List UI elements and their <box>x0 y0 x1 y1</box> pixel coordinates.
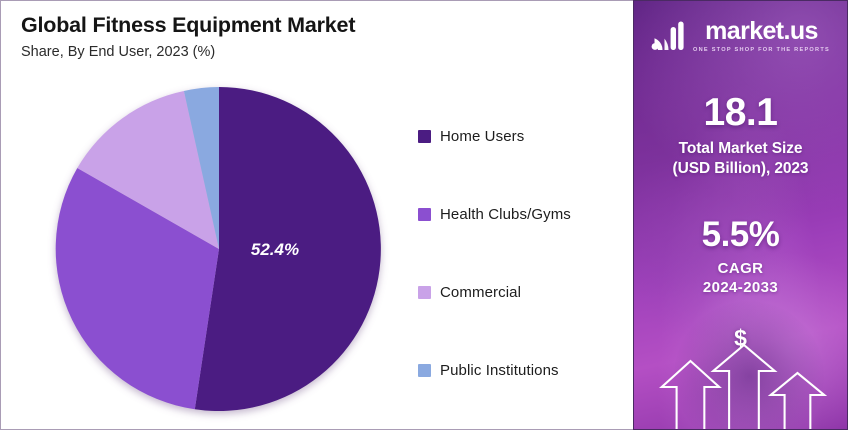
chart-card: Global Fitness Equipment Market Share, B… <box>0 0 633 430</box>
pie-slice-label-home-users: 52.4% <box>251 240 299 259</box>
branding-panel: market.us ONE STOP SHOP FOR THE REPORTS … <box>633 0 848 430</box>
pie-chart: 52.4% <box>39 75 399 423</box>
stat-market-size: 18.1 Total Market Size (USD Billion), 20… <box>634 93 847 179</box>
brand-logo-text: market.us ONE STOP SHOP FOR THE REPORTS <box>693 17 830 54</box>
growth-arrows-icon <box>659 343 828 429</box>
legend-item-public-institutions[interactable]: Public Institutions <box>418 331 628 409</box>
page-title: Global Fitness Equipment Market <box>21 13 356 37</box>
brand-logo[interactable]: market.us ONE STOP SHOP FOR THE REPORTS <box>634 19 847 53</box>
arrow-right-icon <box>767 371 828 429</box>
stat-cagr-label: CAGR <box>717 260 764 277</box>
dollar-sign-icon: $ <box>734 325 747 351</box>
pie-slice-commercial <box>77 91 219 249</box>
legend-label: Home Users <box>440 127 525 145</box>
chart-subtitle: Share, By End User, 2023 (%) <box>21 43 216 60</box>
legend-swatch-icon <box>418 129 431 143</box>
arrow-left-icon <box>659 359 722 429</box>
pie-slice-health-clubs <box>55 168 220 410</box>
legend-item-home-users[interactable]: Home Users <box>418 97 628 175</box>
legend-swatch-icon <box>418 363 431 377</box>
legend-swatch-icon <box>418 285 431 299</box>
legend-item-commercial[interactable]: Commercial <box>418 253 628 331</box>
legend-item-health-clubs-gyms[interactable]: Health Clubs/Gyms <box>418 175 628 253</box>
pie-slice-public-institutions <box>183 87 219 249</box>
chart-legend: Home Users Health Clubs/Gyms Commercial … <box>418 97 628 409</box>
arrow-center-icon <box>710 343 778 429</box>
legend-label: Commercial <box>440 283 522 301</box>
stat-cagr-period: 2024-2033 <box>702 279 779 297</box>
stat-cagr: 5.5% CAGR 2024-2033 <box>634 217 847 297</box>
stat-market-size-label-line2: (USD Billion), 2023 <box>672 159 809 177</box>
legend-label: Health Clubs/Gyms <box>440 205 571 223</box>
brand-tagline: ONE STOP SHOP FOR THE REPORTS <box>693 47 830 53</box>
legend-label: Public Institutions <box>440 361 559 379</box>
pie-slices <box>55 87 381 411</box>
stat-cagr-value: 5.5% <box>701 215 780 254</box>
market-logo-icon <box>651 21 684 50</box>
legend-swatch-icon <box>418 207 431 221</box>
brand-name: market.us <box>705 17 818 45</box>
stat-market-size-label-line1: Total Market Size <box>678 140 803 157</box>
chart-card-inner: Global Fitness Equipment Market Share, B… <box>1 1 633 429</box>
stat-market-size-value: 18.1 <box>703 91 778 134</box>
pie-chart-svg: 52.4% <box>55 87 381 411</box>
pie-slice-home-users <box>194 87 381 411</box>
